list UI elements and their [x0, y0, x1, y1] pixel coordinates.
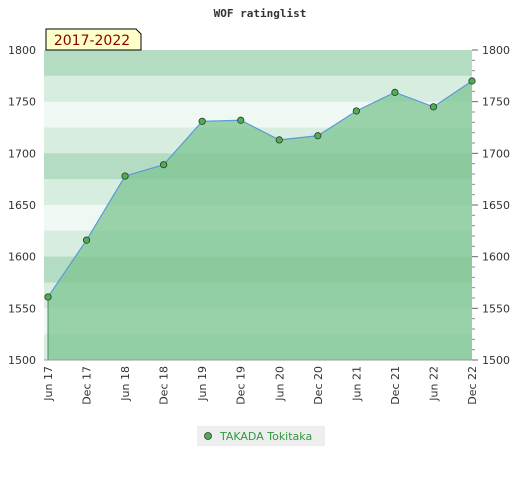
y-tick-label: 1550	[8, 302, 36, 315]
y-right-tick-label: 1700	[482, 147, 510, 160]
x-tick-label: Jun 21	[350, 366, 363, 402]
x-tick-label: Dec 17	[81, 366, 94, 405]
data-points	[44, 77, 476, 301]
data-point	[391, 88, 399, 96]
x-tick-label: Dec 22	[466, 366, 479, 405]
axes: 1500 1550 1600 1650 1700 1750 1800 1500 1550 1600…	[8, 44, 510, 405]
series-line	[47, 80, 473, 298]
period-badge-label: 2017-2022	[54, 33, 130, 49]
chart-title: WOF ratinglist	[214, 7, 307, 20]
legend: TAKADA Tokitaka	[197, 426, 325, 446]
y-tick-label: 1700	[8, 147, 36, 160]
x-tick-label: Dec 20	[312, 366, 325, 405]
x-tick-label: Jun 17	[42, 366, 55, 402]
y-right-tick-label: 1550	[482, 302, 510, 315]
grid-band	[44, 50, 472, 76]
data-point	[198, 117, 206, 125]
period-badge: 2017-2022	[45, 28, 142, 51]
legend-marker	[204, 432, 212, 440]
data-point	[314, 132, 322, 140]
data-point	[44, 293, 52, 301]
y-right-tick-label: 1750	[482, 96, 510, 109]
y-right-tick-label: 1800	[482, 44, 510, 57]
data-point	[468, 77, 476, 85]
data-point	[160, 161, 168, 169]
y-right-tick-label: 1650	[482, 199, 510, 212]
data-point	[121, 172, 129, 180]
x-tick-label: Dec 21	[389, 366, 402, 405]
data-point	[237, 116, 245, 124]
data-point	[352, 107, 360, 115]
data-point	[429, 103, 438, 111]
y-tick-label: 1500	[8, 354, 36, 367]
data-point	[82, 236, 91, 244]
area-layer	[47, 80, 473, 360]
data-point	[275, 136, 283, 144]
y-right-tick-label: 1600	[482, 251, 510, 264]
x-tick-label: Dec 18	[158, 366, 171, 405]
x-tick-label: Jun 22	[427, 366, 440, 402]
x-tick-label: Dec 19	[235, 366, 248, 405]
series-area	[48, 81, 472, 360]
y-tick-label: 1750	[8, 96, 36, 109]
y-tick-label: 1650	[8, 199, 36, 212]
x-tick-label: Jun 18	[119, 366, 132, 402]
legend-label: TAKADA Tokitaka	[219, 430, 312, 443]
x-tick-label: Jun 20	[273, 366, 286, 402]
x-tick-label: Jun 19	[196, 366, 209, 402]
y-tick-label: 1600	[8, 251, 36, 264]
y-tick-label: 1800	[8, 44, 36, 57]
y-right-tick-label: 1500	[482, 354, 510, 367]
